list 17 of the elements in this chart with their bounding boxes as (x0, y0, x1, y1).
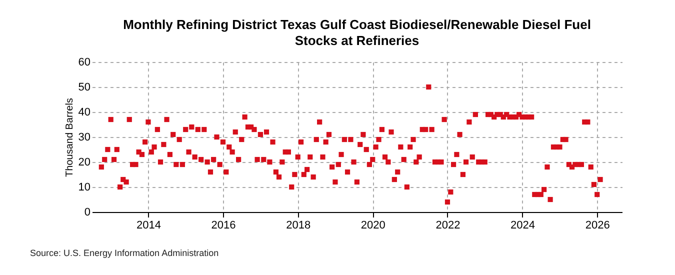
y-axis-title: Thousand Barrels (64, 98, 76, 177)
y-tick-label: 40 (78, 106, 90, 118)
x-tick-label: 2024 (510, 220, 535, 232)
x-tick-label: 2022 (436, 220, 460, 232)
y-tick-label: 30 (78, 132, 90, 144)
source-note: Source: U.S. Energy Information Administration (30, 248, 219, 258)
y-tick-label: 0 (84, 206, 90, 218)
y-tick-label: 20 (78, 156, 90, 168)
x-tick-label: 2020 (360, 220, 386, 232)
y-tick-label: 60 (78, 56, 90, 68)
x-tick-label: 2026 (585, 220, 610, 232)
y-tick-label: 50 (78, 82, 90, 94)
x-tick-label: 2016 (211, 220, 236, 232)
x-tick-label: 2014 (136, 220, 161, 232)
x-tick-label: 2018 (286, 220, 311, 232)
y-tick-label: 10 (78, 182, 90, 194)
chart-title: Monthly Refining District Texas Gulf Coast Biodiesel/Renewable Diesel Fuel Stocks at Refineries (123, 17, 591, 48)
